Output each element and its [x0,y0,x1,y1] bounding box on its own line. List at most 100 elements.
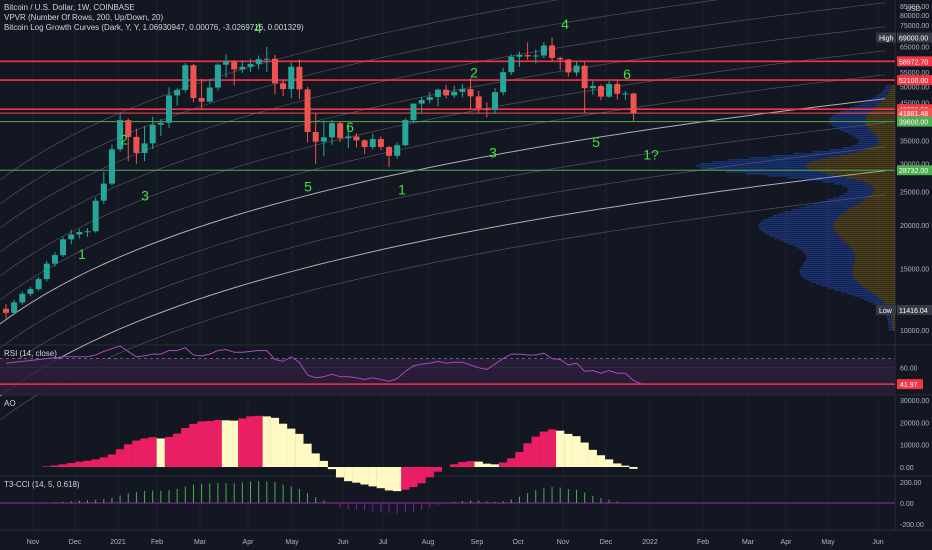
volume-bar-down [892,325,895,327]
volume-bar-up [763,219,837,221]
vpvr-indicator-title[interactable]: VPVR (Number Of Rows, 200, Up/Down, 20) [4,13,164,22]
volume-bar-up [886,85,892,87]
ao-bar [148,437,157,467]
ao-bar [401,467,410,490]
volume-bar-up [787,177,847,179]
volume-bar-down [833,227,895,229]
volume-bar-down [891,317,895,319]
volume-bar-down [847,243,895,245]
candle-body [467,89,474,97]
volume-bar-down [878,141,895,143]
level-price-label: 58972.70 [899,59,928,66]
volume-bar-down [852,249,895,251]
growth-curve [0,194,886,421]
rsi-line [5,345,642,385]
volume-bar-up [835,127,869,129]
volume-bar-up [848,189,874,191]
ao-bar [221,420,231,467]
volume-bar-up [834,289,868,291]
candle-body [247,63,254,67]
ao-bar [91,459,100,467]
candle-body [100,183,107,201]
volume-bar-down [852,267,895,269]
candle-body [255,59,262,64]
growth-curve [0,98,886,325]
currency-label[interactable]: USD [906,6,921,13]
ao-bar [115,449,125,467]
candle-body [369,139,376,147]
cci-pane-title[interactable]: T3-CCI (14, 5, 0.618) [4,480,80,489]
volume-bar-up [758,225,834,227]
volume-bar-down [827,173,895,175]
ao-bar [613,463,622,467]
volume-bar-up [778,239,843,241]
ao-bar [270,417,280,467]
time-axis-label: May [821,539,835,546]
growth-curves-title[interactable]: Bitcoin Log Growth Curves (Dark, Y, Y, 1… [4,23,304,32]
ao-bar [172,433,182,467]
wave-label: 3 [489,145,497,161]
volume-bar-down [853,277,895,279]
volume-bar-up [822,181,863,183]
volume-bar-down [864,287,895,289]
volume-bar-down [839,215,895,217]
volume-bar-up [832,125,867,127]
candle-body [426,96,433,100]
ao-bar [99,457,108,467]
time-axis-label: 2021 [110,539,126,546]
level-price-box [897,108,932,119]
volume-bar-up [886,317,892,319]
rsi-value-box [897,379,923,390]
candle-body [459,89,466,92]
price-axis-label: 85000.00 [900,4,929,11]
ao-axis-label: 10000.00 [900,443,929,450]
time-axis-label: Feb [151,539,163,546]
volume-bar-down [877,137,895,139]
candle-body [540,45,547,56]
level-price-box [897,56,932,67]
wave-label: 4 [561,16,569,32]
ao-bar [107,454,117,467]
ao-bar [596,455,606,467]
growth-curve [0,50,886,277]
volume-bar-up [801,265,854,267]
time-axis-label: Apr [243,539,255,546]
volume-bar-down [865,149,895,151]
volume-bar-up [725,171,819,173]
candle-body [190,65,197,98]
volume-bar-up [800,275,853,277]
ao-bar [181,427,190,467]
time-axis-label: Oct [513,539,524,546]
ao-bar [531,436,540,467]
ao-bar [498,462,508,467]
volume-bar-up [829,149,866,151]
volume-bar-down [876,135,895,137]
candle-body [573,65,580,73]
volume-bar-down [849,153,895,155]
ao-pane-title[interactable]: AO [4,399,16,408]
volume-bar-down [868,127,895,129]
volume-bar-up [797,247,852,249]
ao-bar [425,467,434,478]
rsi-axis-label: 60.00 [900,366,918,373]
volume-bar-down [836,219,895,221]
volume-bar-down [866,125,895,127]
symbol-title[interactable]: Bitcoin / U.S. Dollar, 1W, COINBASE [4,3,135,12]
volume-bar-down [855,257,895,259]
ao-bar [629,467,638,469]
volume-bar-down [891,85,895,87]
volume-bar-down [818,171,895,173]
candle-body [27,289,34,294]
price-axis-label: 10000.00 [900,328,929,335]
rsi-pane-title[interactable]: RSI (14, close) [4,349,57,358]
candle-body [214,64,221,88]
candle-body [239,66,246,70]
candle-body [329,123,335,138]
volume-bar-down [836,233,895,235]
ao-bar [238,418,247,467]
volume-bar-up [806,279,856,281]
volume-bar-up [774,237,841,239]
volume-bar-down [858,151,895,153]
volume-bar-up [800,267,853,269]
